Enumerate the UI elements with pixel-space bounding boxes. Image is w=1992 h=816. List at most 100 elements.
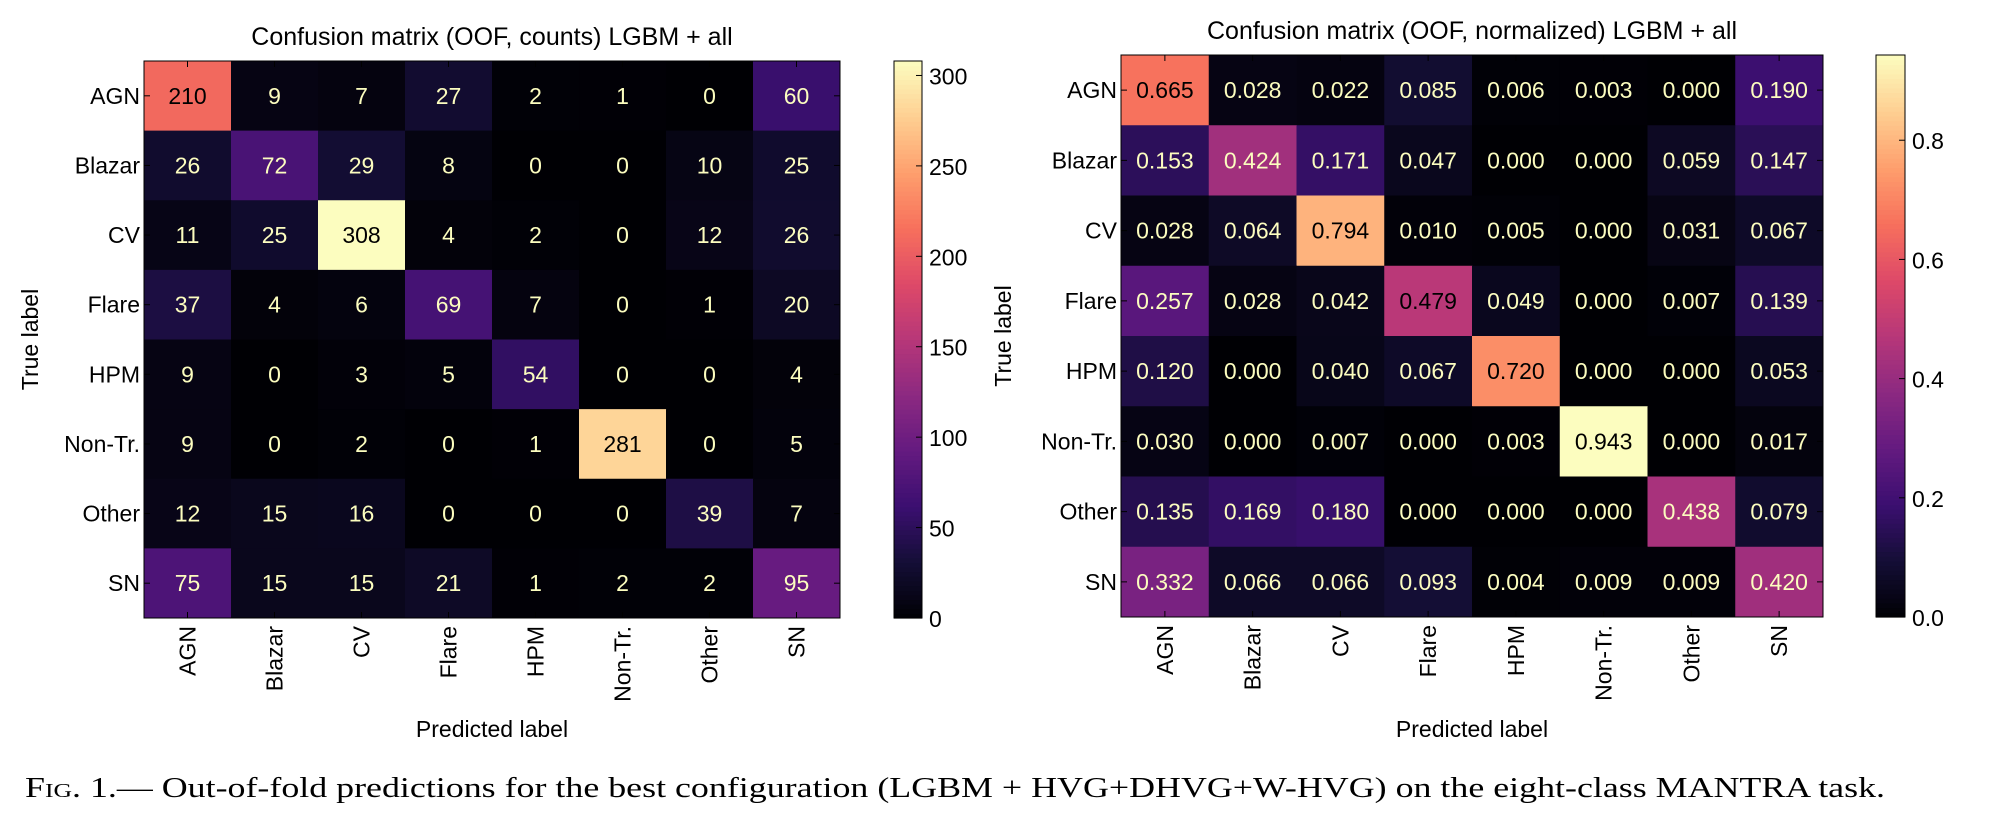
heatmap-cell [666,548,754,619]
cell-value-label: 95 [784,570,810,596]
colorbar-segment [1876,495,1905,501]
cell-value-label: 0.031 [1663,218,1721,244]
colorbar-segment [894,585,922,591]
colorbar-segment [1876,528,1905,534]
colorbar-segment [1876,200,1905,206]
colorbar-segment [894,293,922,299]
heatmap-cell [1384,476,1473,548]
cell-value-label: 0.943 [1575,428,1633,454]
plot-frame [143,60,841,619]
heatmap-cell [231,478,319,549]
colorbar-segment [894,88,922,95]
heatmap-cell [753,200,841,271]
heatmap-cell [666,478,754,549]
cell-value-label: 0.003 [1575,77,1633,103]
y-tick-label: SN [108,570,140,596]
cell-value-label: 0.067 [1399,358,1457,384]
colorbar-segment [1876,471,1905,478]
colorbar-segment [894,107,922,113]
colorbar-segment [1876,293,1905,300]
colorbar-segment [894,279,922,285]
cell-value-label: 27 [436,83,462,109]
heatmap-cell [1559,406,1648,477]
colorbar-segment [894,469,922,475]
colorbar-segment [894,251,922,257]
cell-value-label: 2 [355,431,368,457]
heatmap-cell [1647,336,1736,407]
y-tick-label: Non-Tr. [64,431,140,457]
colorbar-segment [894,283,922,290]
colorbar-segment [894,255,922,262]
cell-value-label: 0.438 [1663,499,1721,525]
colorbar-segment [894,186,922,192]
colorbar-segment [1876,607,1905,613]
colorbar-segment [894,65,922,71]
colorbar-segment [1876,462,1905,468]
cell-value-label: 0.003 [1487,428,1545,454]
colorbar-segment [1876,443,1905,449]
colorbar-segment [894,246,922,252]
heatmap-cell [579,478,667,549]
cell-value-label: 9 [181,431,194,457]
colorbar-segment [1876,256,1905,262]
colorbar-segment [894,460,922,466]
heatmap-cell [144,269,232,340]
colorbar-segment [1876,181,1905,187]
cell-value-label: 0.720 [1487,358,1545,384]
heatmap-cell [1384,265,1473,337]
heatmap-cell [579,200,667,271]
heatmap-cell [1296,265,1385,337]
colorbar-segment [1876,429,1905,435]
colorbar-segment [894,348,922,355]
heatmap-cell [492,130,580,201]
y-tick-label: AGN [90,83,140,109]
heatmap-cell [1647,546,1736,618]
x-tick-label: Flare [1415,625,1441,677]
colorbar-segment [894,358,922,364]
y-tick-label: HPM [1066,358,1117,384]
cell-value-label: 0.000 [1224,358,1282,384]
colorbar-segment [1876,87,1905,94]
heatmap-cell [753,409,841,480]
heatmap-cell [405,409,493,480]
colorbar-segment [1876,195,1905,201]
cell-value-label: 39 [697,501,723,527]
heatmap-cell [753,339,841,410]
cell-value-label: 0 [268,431,281,457]
heatmap-cell [1472,406,1561,477]
cell-value-label: 2 [529,83,542,109]
colorbar-segment [1876,237,1905,243]
colorbar-frame [1875,54,1906,618]
colorbar-segment [1876,78,1905,84]
colorbar-segment [894,455,922,461]
colorbar-segment [894,511,922,517]
heatmap-cell [1735,55,1824,126]
y-tick-label: HPM [89,361,140,387]
cell-value-label: 26 [175,152,201,178]
colorbar-segment [1876,167,1905,173]
heatmap-cell [1121,265,1210,337]
cell-value-label: 7 [355,83,368,109]
heatmap-panel-2: Confusion matrix (OOF, normalized) LGBM … [990,17,1944,742]
colorbar-segment [894,139,922,146]
colorbar-segment [894,423,922,429]
colorbar-segment [894,93,922,99]
colorbar-segment [1876,321,1905,328]
colorbar-segment [1876,387,1905,393]
cell-value-label: 0.064 [1224,218,1282,244]
colorbar-segment [894,232,922,238]
colorbar-segment [1876,565,1905,571]
cell-value-label: 10 [697,152,723,178]
cell-value-label: 0 [616,501,629,527]
cell-value-label: 20 [784,292,810,318]
colorbar-segment [1876,570,1905,576]
cell-value-label: 0.042 [1312,288,1370,314]
colorbar-segment [894,121,922,127]
cell-value-label: 4 [790,361,803,387]
heatmap-cell [1472,125,1561,196]
y-tick-label: Flare [1065,288,1117,314]
heatmap-cell [144,339,232,410]
colorbar-segment [894,228,922,234]
cell-value-label: 0.000 [1575,147,1633,173]
colorbar-segment [894,209,922,215]
